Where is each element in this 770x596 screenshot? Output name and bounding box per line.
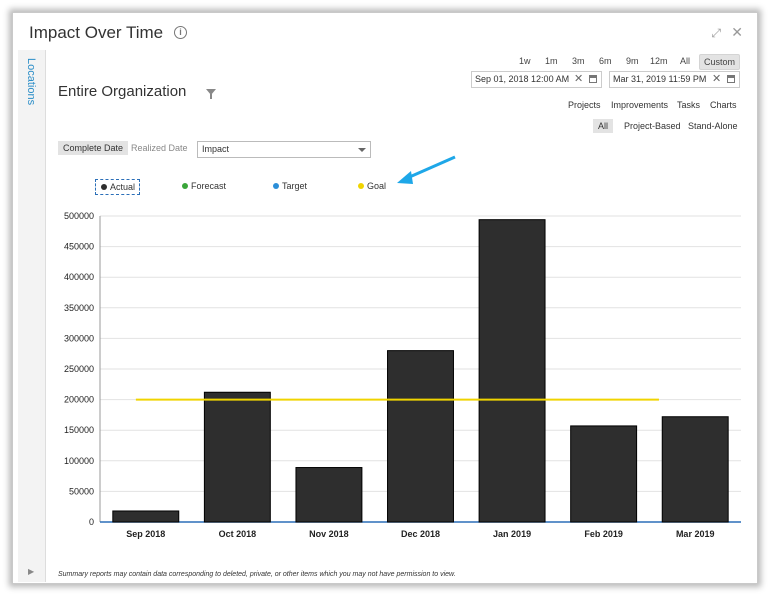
legend-item-target[interactable]: Target xyxy=(268,179,311,193)
x-tick-label: Nov 2018 xyxy=(309,529,349,539)
y-tick-label: 200000 xyxy=(64,395,94,405)
x-tick-label: Feb 2019 xyxy=(584,529,623,539)
bar-sep-2018 xyxy=(112,510,180,523)
page-heading: Entire Organization xyxy=(58,83,187,100)
chevron-right-icon[interactable]: ▶ xyxy=(28,567,35,576)
segment-project-based[interactable]: Project-Based xyxy=(624,121,681,131)
legend-dot-target xyxy=(273,183,279,189)
bar-dec-2018 xyxy=(387,350,454,523)
range-6m-button[interactable]: 6m xyxy=(599,56,612,66)
y-tick-label: 150000 xyxy=(64,425,94,435)
x-tick-label: Dec 2018 xyxy=(401,529,440,539)
widget-window: Impact Over Time i ⤢ ✕ Locations ▶ 1w 1m… xyxy=(12,12,758,584)
link-improvements[interactable]: Improvements xyxy=(611,100,669,110)
start-date-value: Sep 01, 2018 12:00 AM xyxy=(475,74,570,84)
segment-all[interactable]: All xyxy=(593,119,614,133)
metric-select[interactable]: Impact xyxy=(197,141,371,158)
expand-icon[interactable]: ⤢ xyxy=(711,26,721,40)
bar-jan-2019 xyxy=(478,219,546,523)
filter-icon-stem[interactable] xyxy=(210,94,212,99)
range-1m-button[interactable]: 1m xyxy=(545,56,558,66)
bar-oct-2018 xyxy=(203,391,271,523)
range-all-button[interactable]: All xyxy=(680,56,691,66)
calendar-icon[interactable] xyxy=(589,75,597,83)
close-icon[interactable]: ✕ xyxy=(731,24,743,40)
y-tick-label: 0 xyxy=(89,517,94,527)
link-tasks[interactable]: Tasks xyxy=(677,100,701,110)
clear-end-date-icon[interactable]: ✕ xyxy=(712,73,722,85)
range-1w-button[interactable]: 1w xyxy=(519,56,531,66)
legend-dot-actual xyxy=(101,184,107,190)
y-tick-label: 300000 xyxy=(64,333,94,343)
sidebar-label[interactable]: Locations xyxy=(25,58,37,106)
locations-sidebar[interactable]: Locations ▶ xyxy=(18,50,46,582)
metric-select-value: Impact xyxy=(202,144,230,154)
start-date-field[interactable]: Sep 01, 2018 12:00 AM ✕ xyxy=(471,71,602,88)
widget-title: Impact Over Time xyxy=(29,23,164,42)
annotation-arrow-icon xyxy=(397,155,456,184)
x-tick-label: Jan 2019 xyxy=(493,529,531,539)
x-tick-label: Oct 2018 xyxy=(219,529,257,539)
bar-mar-2019 xyxy=(661,416,729,523)
legend-label-actual: Actual xyxy=(110,182,136,192)
y-tick-label: 500000 xyxy=(64,211,94,221)
range-3m-button[interactable]: 3m xyxy=(572,56,585,66)
legend-item-forecast[interactable]: Forecast xyxy=(177,179,230,193)
y-tick-label: 450000 xyxy=(64,242,94,252)
legend-item-goal[interactable]: Goal xyxy=(353,179,390,193)
y-tick-label: 100000 xyxy=(64,456,94,466)
y-tick-label: 50000 xyxy=(69,486,94,496)
y-tick-label: 250000 xyxy=(64,364,94,374)
legend-dot-forecast xyxy=(182,183,188,189)
x-tick-label: Sep 2018 xyxy=(126,529,165,539)
legend-label-target: Target xyxy=(282,181,308,191)
x-tick-label: Mar 2019 xyxy=(676,529,715,539)
end-date-value: Mar 31, 2019 11:59 PM xyxy=(613,74,707,84)
range-12m-button[interactable]: 12m xyxy=(650,56,668,66)
bar-feb-2019 xyxy=(570,425,638,523)
y-tick-label: 350000 xyxy=(64,303,94,313)
toggle-complete-date[interactable]: Complete Date xyxy=(58,141,129,155)
calendar-icon[interactable] xyxy=(727,75,735,83)
range-custom-button[interactable]: Custom xyxy=(699,54,741,70)
bar-nov-2018 xyxy=(295,467,363,523)
legend-item-actual[interactable]: Actual xyxy=(95,179,141,195)
segment-stand-alone[interactable]: Stand-Alone xyxy=(688,121,738,131)
impact-bar-chart: 0 50000 100000 150000 200000 250000 300000 3500… xyxy=(64,211,741,539)
footnote: Summary reports may contain data corresp… xyxy=(58,571,456,578)
y-tick-label: 400000 xyxy=(64,272,94,282)
clear-start-date-icon[interactable]: ✕ xyxy=(574,73,584,85)
toggle-realized-date[interactable]: Realized Date xyxy=(131,143,188,153)
info-icon[interactable]: i xyxy=(174,26,187,39)
end-date-field[interactable]: Mar 31, 2019 11:59 PM ✕ xyxy=(609,71,740,88)
link-projects[interactable]: Projects xyxy=(568,100,601,110)
legend-label-goal: Goal xyxy=(367,181,387,191)
legend-label-forecast: Forecast xyxy=(191,181,227,191)
range-9m-button[interactable]: 9m xyxy=(626,56,639,66)
link-charts[interactable]: Charts xyxy=(710,100,737,110)
legend-dot-goal xyxy=(358,183,364,189)
chevron-down-icon[interactable] xyxy=(358,148,366,152)
filter-icon[interactable] xyxy=(206,89,216,95)
